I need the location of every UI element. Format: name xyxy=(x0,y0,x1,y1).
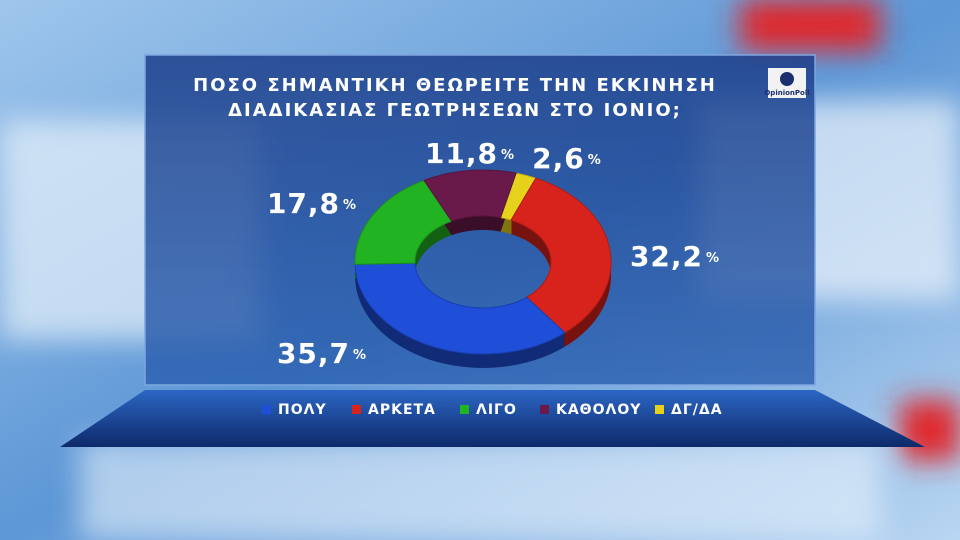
data-label: 2,6% xyxy=(532,142,602,175)
data-label-value: 2,6 xyxy=(532,142,585,175)
slice xyxy=(354,262,566,355)
legend-swatch xyxy=(460,405,469,414)
data-label-unit: % xyxy=(501,148,515,163)
legend-swatch xyxy=(655,405,664,414)
data-label-unit: % xyxy=(343,198,357,213)
legend-label: ΑΡΚΕΤΑ xyxy=(368,402,436,418)
slice xyxy=(510,177,612,334)
slice xyxy=(423,169,517,222)
data-label-unit: % xyxy=(353,348,367,363)
chart-title: ΔΙΑΔΙΚΑΣΙΑΣ ΓΕΩΤΡΗΣΕΩΝ ΣΤΟ ΙΟΝΙΟ; xyxy=(228,100,682,121)
data-label-value: 32,2 xyxy=(630,240,703,273)
legend-swatch xyxy=(352,405,361,414)
chart-title: ΠΟΣΟ ΣΗΜΑΝΤΙΚΗ ΘΕΩΡΕΙΤΕ ΤΗΝ ΕΚΚΙΝΗΣΗ xyxy=(193,75,717,96)
legend-label: ΔΓ/ΔΑ xyxy=(671,402,723,418)
legend-label: ΛΙΓΟ xyxy=(476,402,517,418)
legend-swatch xyxy=(540,405,549,414)
data-label: 11,8% xyxy=(425,137,515,170)
data-label-value: 11,8 xyxy=(425,137,498,170)
donut-top xyxy=(354,169,612,355)
data-label: 32,2% xyxy=(630,240,720,273)
logo-icon xyxy=(780,72,794,86)
legend-label: ΚΑΘΟΛΟΥ xyxy=(556,402,641,418)
data-label-value: 17,8 xyxy=(267,187,340,220)
data-label-value: 35,7 xyxy=(277,337,350,370)
logo: OpinionPoll xyxy=(764,89,809,97)
data-label: 17,8% xyxy=(267,187,357,220)
data-label-unit: % xyxy=(588,153,602,168)
legend-label: ΠΟΛΥ xyxy=(278,402,327,418)
data-label-unit: % xyxy=(706,251,720,266)
data-label: 35,7% xyxy=(277,337,367,370)
legend-bar xyxy=(60,390,925,447)
legend-swatch xyxy=(262,405,271,414)
